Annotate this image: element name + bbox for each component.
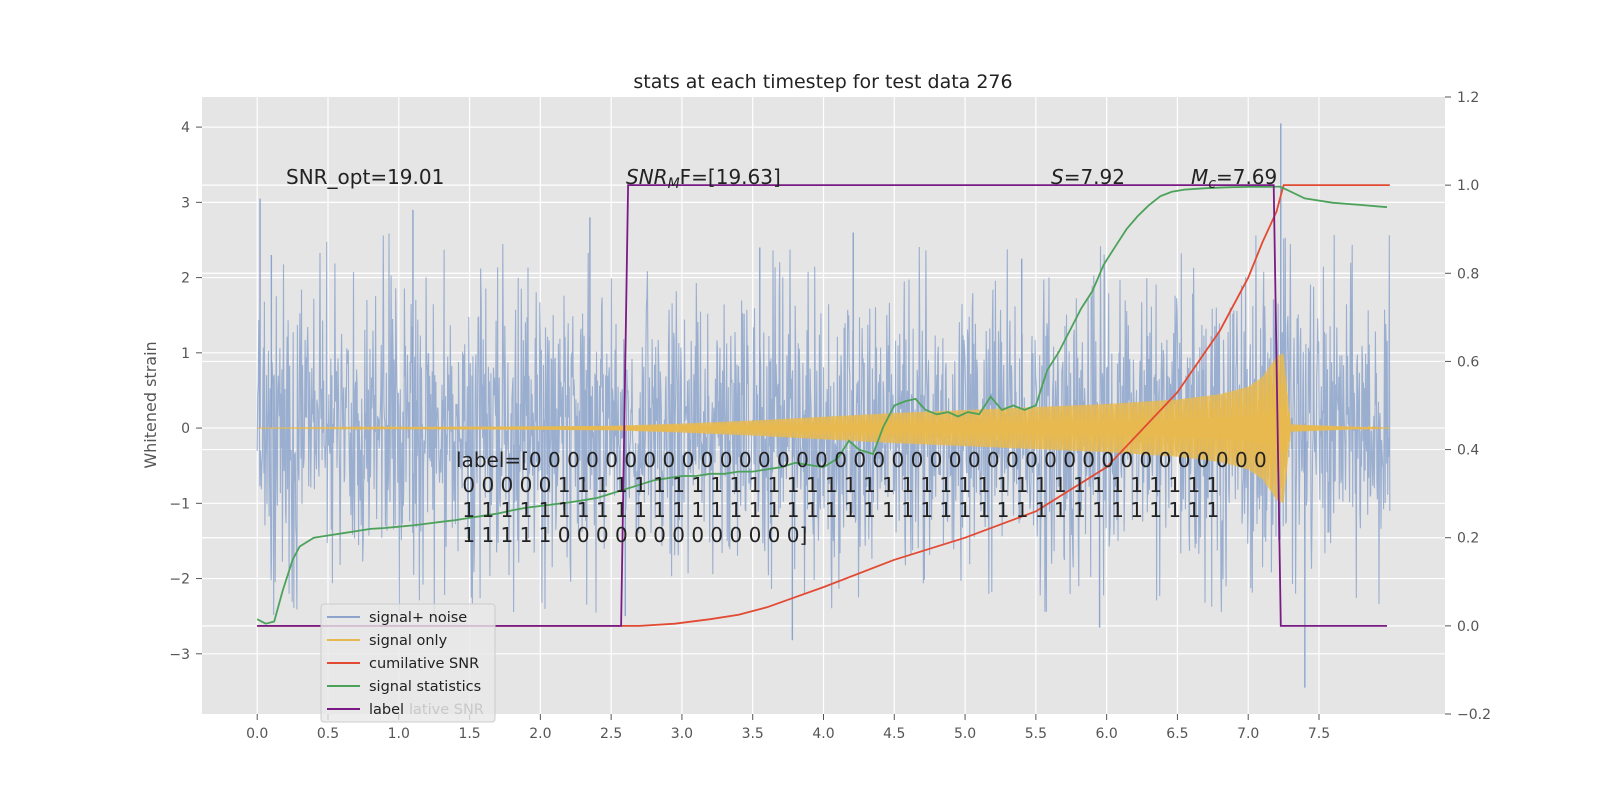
chart-title: stats at each timestep for test data 276 [633,71,1012,93]
y2-tick-label: 1.2 [1457,90,1479,106]
legend-label-signal-only: signal only [369,633,448,649]
axes: 0.0 0.5 1.0 1.5 2.0 2.5 3.0 3.5 4.0 4.5 5.0 5.5 6.0 6… [169,90,1491,742]
y-tick-label: 0 [181,421,190,437]
y-tick-label: 4 [181,120,190,136]
y-tick-label: −2 [169,572,190,588]
x-tick-label: 7.0 [1237,726,1259,742]
y2-tick-label: 0.8 [1457,266,1479,282]
annotation-s: S=7.92 [1051,165,1125,189]
annotation-mc-suffix: =7.69 [1216,165,1277,189]
annotation-label-line-2: 0 0 0 0 0 1 1 1 1 1 1 1 1 1 1 1 1 1 1 1 … [456,473,1219,497]
annotation-mc-prefix: M [1191,165,1208,189]
x-tick-label: 4.5 [883,726,905,742]
annotation-mc-sub: c [1208,176,1216,192]
y-axis-title: Whitened strain [141,341,160,468]
annotation-label-line-3: 1 1 1 1 1 1 1 1 1 1 1 1 1 1 1 1 1 1 1 1 … [456,498,1219,522]
y-tick-label: 1 [181,346,190,362]
y2-tick-label: 0.2 [1457,531,1479,547]
series-label-line [257,184,1387,627]
x-tick-label: 2.0 [529,726,551,742]
x-tick-label: 3.5 [742,726,764,742]
y2-tick-label: 0.4 [1457,443,1479,459]
y2-tick-label: 1.0 [1457,178,1479,194]
plot-series [256,123,1391,688]
annotation-mc: Mc=7.69 [1191,165,1277,192]
x-tick-label: 5.5 [1025,726,1047,742]
series-cumilative-snr-line [257,184,1390,627]
x-tick-label: 5.0 [954,726,976,742]
annotation-label-line-1: label=[0 0 0 0 0 0 0 0 0 0 0 0 0 0 0 0 0… [456,448,1267,472]
annotations: SNR_opt=19.01 SNRMF=[19.63] S=7.92 Mc=7.… [286,165,1277,547]
annotation-snr-opt: SNR_opt=19.01 [286,165,444,189]
y-tick-label: −3 [169,647,190,663]
x-tick-label: 6.5 [1166,726,1188,742]
x-tick-label: 1.5 [458,726,480,742]
annotation-s-suffix: =7.92 [1064,165,1125,189]
legend-label-label: label [369,702,404,718]
annotation-label-line-4: 1 1 1 1 1 0 0 0 0 0 0 0 0 0 0 0 0 0] [456,523,807,547]
x-tick-label: 0.0 [246,726,268,742]
annotation-snr-mf: SNRMF=[19.63] [626,165,781,192]
x-tick-label: 0.5 [317,726,339,742]
x-tick-label: 7.5 [1308,726,1330,742]
legend-label-signal-noise: signal+ noise [369,610,467,626]
x-tick-label: 1.0 [388,726,410,742]
x-tick-label: 3.0 [671,726,693,742]
y-tick-label: −1 [169,496,190,512]
legend-ghost-text: lative SNR [409,702,484,718]
series-signal-statistics-line [256,185,1388,625]
annotation-snr-mf-sub: M [668,176,680,192]
y2-tick-label: 0.6 [1457,354,1479,370]
y2-tick-label: 0.0 [1457,619,1479,635]
y-tick-label: 2 [181,271,190,287]
legend-label-signal-statistics: signal statistics [369,679,481,695]
x-tick-label: 4.0 [812,726,834,742]
legend-box [320,603,496,723]
x-tick-label: 6.0 [1096,726,1118,742]
annotation-snr-mf-suffix: F=[19.63] [680,165,781,189]
annotation-s-prefix: S [1051,165,1064,189]
x-tick-label: 2.5 [600,726,622,742]
annotation-snr-mf-prefix: SNR [626,165,668,189]
legend: signal+ noise signal only cumilative SNR… [320,603,496,723]
legend-label-cumulative-snr: cumilative SNR [369,656,479,672]
y2-tick-label: −0.2 [1457,707,1491,723]
series-signal-only-line [257,355,1390,503]
y-tick-label: 3 [181,195,190,211]
